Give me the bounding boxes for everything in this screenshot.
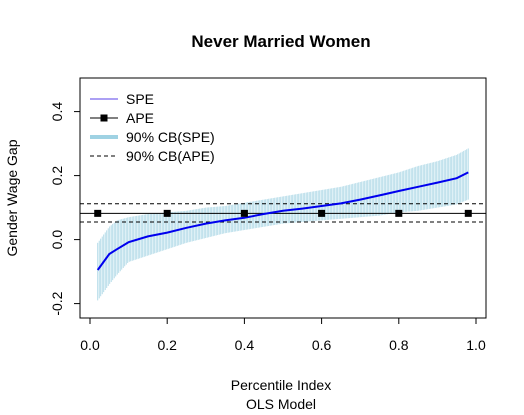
x-axis-label: Percentile Index xyxy=(231,377,331,393)
x-tick-label: 0.8 xyxy=(389,337,409,353)
y-tick-label: 0.4 xyxy=(49,102,65,122)
ape-points xyxy=(94,209,472,217)
ape-point xyxy=(94,209,102,217)
spe-line xyxy=(96,171,469,271)
x-tick-label: 0.4 xyxy=(235,337,255,353)
ape-point xyxy=(464,209,472,217)
legend-label: 90% CB(APE) xyxy=(126,148,215,164)
x-axis-sublabel: OLS Model xyxy=(246,396,316,412)
y-axis: -0.2 0.0 0.2 0.4 xyxy=(49,102,80,316)
legend-label: SPE xyxy=(126,91,154,107)
spe-curve xyxy=(96,171,469,271)
x-tick-label: 0.0 xyxy=(80,337,100,353)
chart-title: Never Married Women xyxy=(191,32,370,51)
x-tick-label: 0.2 xyxy=(157,337,177,353)
x-tick-label: 0.6 xyxy=(312,337,332,353)
x-axis: 0.0 0.2 0.4 0.6 0.8 1.0 xyxy=(80,317,486,353)
spe-confidence-band xyxy=(97,148,469,301)
y-tick-label: 0.2 xyxy=(49,166,65,186)
legend-label: APE xyxy=(126,110,154,126)
legend-swatch-ape-marker xyxy=(100,114,108,122)
ape-lines xyxy=(80,203,486,223)
ape-point xyxy=(240,209,248,217)
legend-label: 90% CB(SPE) xyxy=(126,129,215,145)
y-tick-label: -0.2 xyxy=(49,291,65,315)
ape-point xyxy=(395,209,403,217)
y-tick-label: 0.0 xyxy=(49,230,65,250)
ape-point xyxy=(163,209,171,217)
x-tick-label: 1.0 xyxy=(466,337,486,353)
ape-point xyxy=(318,209,326,217)
legend: SPE APE 90% CB(SPE) 90% CB(APE) xyxy=(90,91,215,164)
y-axis-label: Gender Wage Gap xyxy=(4,139,20,256)
